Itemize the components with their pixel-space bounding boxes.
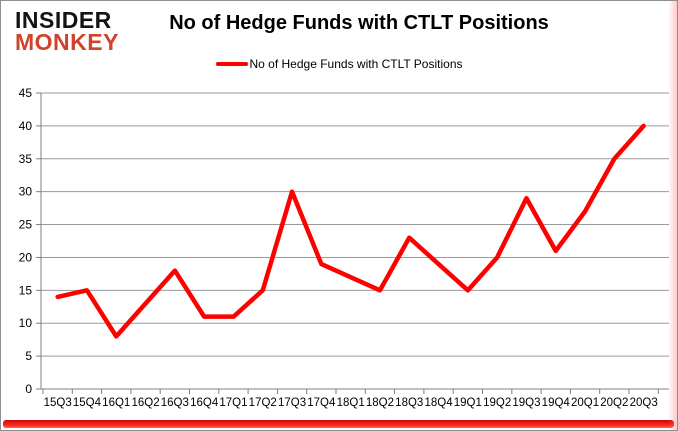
x-tick-label: 17Q2 [249,397,277,409]
legend-label: No of Hedge Funds with CTLT Positions [249,57,463,71]
x-tick-label: 18Q3 [395,397,423,409]
x-tick-label: 16Q4 [190,397,219,409]
y-tick-label: 15 [19,283,33,297]
x-tick-label: 15Q4 [73,397,102,409]
x-tick-label: 16Q1 [102,397,130,409]
insider-monkey-logo: INSIDER MONKEY [15,7,119,55]
y-tick-label: 45 [19,86,33,100]
x-tick-label: 17Q1 [219,397,247,409]
x-tick-label: 18Q1 [337,397,365,409]
y-tick-label: 40 [19,119,33,133]
x-tick-label: 18Q4 [424,397,453,409]
chart-title: No of Hedge Funds with CTLT Positions [169,12,549,34]
x-axis-labels: 15Q3 15Q4 16Q1 16Q2 16Q3 16Q4 17Q1 17Q2 17Q3 17Q4… [44,397,658,409]
x-tick-label: 18Q2 [366,397,394,409]
y-axis-labels: 0 5 10 15 20 25 30 35 40 45 [19,86,33,396]
legend: No of Hedge Funds with CTLT Positions [1,57,677,71]
logo-text-monkey: MONKEY [15,28,119,55]
x-tick-label: 16Q2 [131,397,159,409]
x-tick-label: 19Q1 [454,397,482,409]
x-tick-label: 19Q3 [512,397,540,409]
data-series [55,123,646,339]
axes [40,93,669,390]
x-tick-label: 20Q1 [571,397,599,409]
x-tick-label: 20Q2 [600,397,628,409]
y-axis-ticks [36,92,41,390]
y-tick-label: 10 [19,316,33,330]
x-tick-label: 17Q3 [278,397,306,409]
x-tick-label: 16Q3 [161,397,189,409]
logo-text-insider: INSIDER [15,7,112,33]
y-tick-label: 0 [25,382,32,396]
y-tick-label: 25 [19,218,33,232]
legend-line-swatch [215,62,248,66]
x-axis-ticks [42,389,659,394]
data-line-no-of-hedge-funds-with-ctlt-positions [55,123,646,339]
x-tick-label: 20Q3 [630,397,658,409]
x-tick-label: 19Q2 [483,397,511,409]
x-tick-label: 17Q4 [307,397,336,409]
y-tick-label: 30 [19,185,33,199]
x-tick-label: 15Q3 [44,397,72,409]
gridlines [41,92,669,357]
y-tick-label: 35 [19,152,33,166]
y-tick-label: 5 [25,349,32,363]
x-tick-label: 19Q4 [542,397,571,409]
bottom-red-bar [3,420,674,428]
y-tick-label: 20 [19,250,33,264]
